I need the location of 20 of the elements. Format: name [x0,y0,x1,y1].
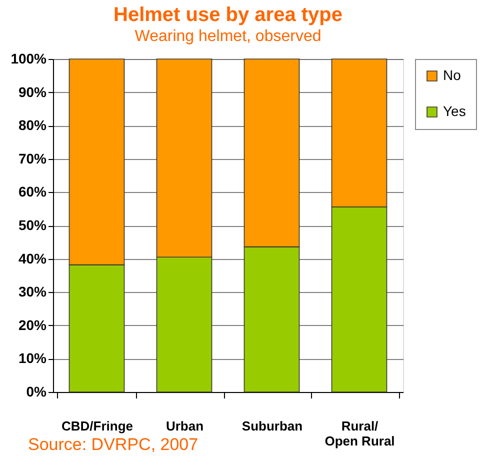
y-tick-label: 60% [18,184,48,200]
y-tick-label: 30% [18,284,48,300]
y-tick-label: 10% [18,350,48,366]
chart-subtitle: Wearing helmet, observed [134,28,322,45]
x-tick-label: Suburban [242,418,303,434]
x-tick-label: Urban [166,418,204,434]
y-tick-label: 20% [18,316,48,333]
y-tick-label: 100% [10,50,48,66]
y-tick-label: 80% [18,117,48,134]
legend-label: No [443,67,462,83]
x-tick-label: Rural/ Open Rural [324,418,395,448]
y-tick-label: 50% [18,217,48,233]
source-note: Source: DVRPC, 2007 [28,435,198,454]
y-tick-label: 70% [18,150,48,166]
y-tick-label: 90% [18,84,48,100]
legend-label: Yes [443,103,466,119]
x-tick-label: CBD/Fringe [62,418,133,434]
y-tick-label: 0% [26,384,48,400]
chart-title: Helmet use by area type [114,4,342,26]
y-tick-label: 40% [18,250,48,266]
